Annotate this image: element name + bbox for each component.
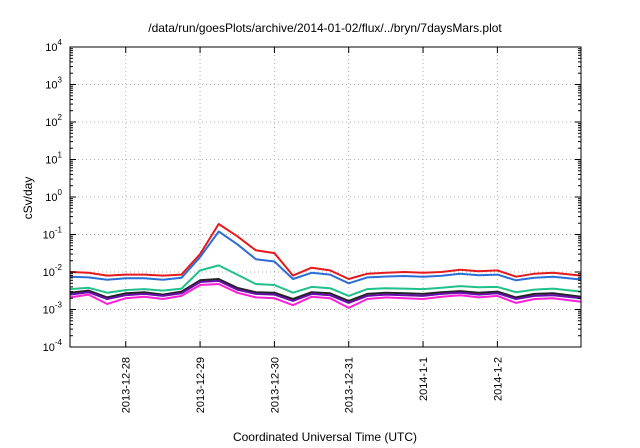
x-axis-label: Coordinated Universal Time (UTC) [233, 430, 417, 444]
y-tick-label: 10-2 [43, 263, 63, 279]
series-line-6 [69, 283, 582, 309]
axes: 10-4 10-3 10-2 10-1 100 101 102 103 104 2013-12-2… [43, 38, 581, 413]
x-tick-label: 2013-12-28 [121, 357, 133, 413]
x-tick-label: 2014-1-2 [492, 357, 504, 401]
y-tick-label: 10-3 [43, 301, 63, 317]
x-tick-label: 2013-12-31 [344, 357, 356, 413]
y-tick-label: 101 [45, 151, 62, 167]
x-tick-label: 2013-12-29 [195, 357, 207, 413]
y-tick-label: 100 [45, 188, 62, 204]
x-tick-label: 2013-12-30 [269, 357, 281, 413]
x-tick-label: 2014-1-1 [418, 357, 430, 401]
y-tick-label: 10-4 [43, 338, 63, 354]
y-axis-label: cSv/day [21, 177, 35, 220]
plot-frame [69, 46, 582, 348]
series-line-4 [69, 278, 582, 302]
y-tick-label: 104 [45, 38, 62, 54]
grid [70, 47, 581, 347]
series-layer [69, 223, 582, 309]
chart-title: /data/run/goesPlots/archive/2014-01-02/f… [148, 21, 502, 35]
series-line-3 [69, 264, 582, 297]
y-tick-label: 102 [45, 113, 62, 129]
y-tick-label: 103 [45, 76, 62, 92]
y-tick-label: 10-1 [43, 226, 63, 242]
series-line-1 [69, 223, 582, 280]
series-line-5 [69, 279, 582, 304]
series-line-2 [69, 230, 582, 285]
